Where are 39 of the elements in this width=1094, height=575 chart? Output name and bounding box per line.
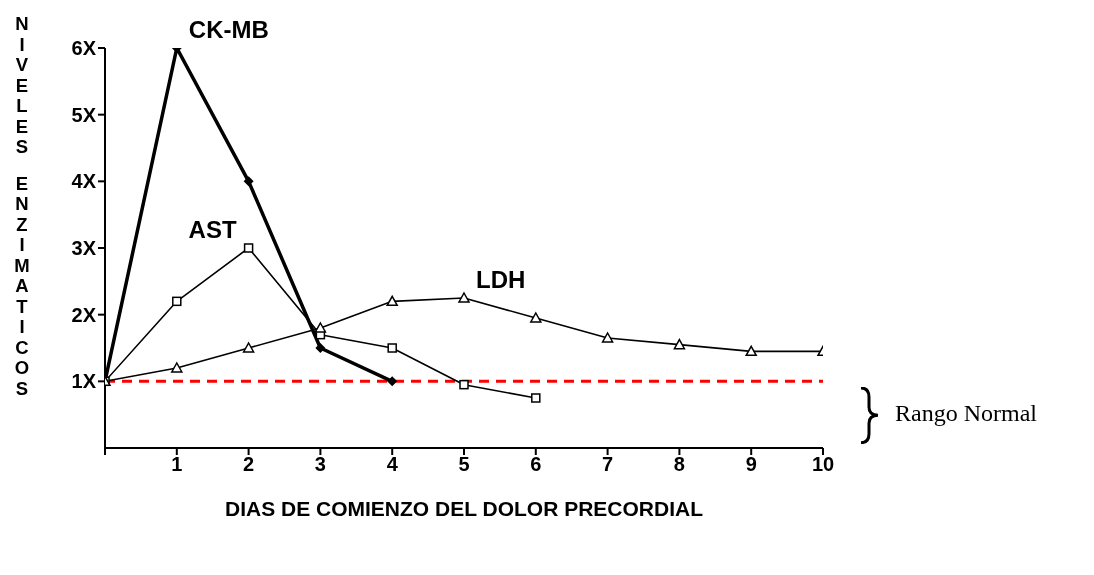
point bbox=[314, 322, 327, 333]
x-tick-label: 3 bbox=[314, 453, 326, 476]
y-tick-label: 4X bbox=[71, 170, 97, 193]
x-tick-label: 4 bbox=[386, 453, 399, 476]
series-label: CK-MB bbox=[188, 16, 269, 43]
x-axis-title: DIAS DE COMIENZO DEL DOLOR PRECORDIAL bbox=[225, 497, 704, 520]
point bbox=[458, 292, 470, 303]
x-tick-label: 9 bbox=[745, 453, 757, 476]
y-tick-label: 3X bbox=[71, 237, 97, 260]
point bbox=[315, 343, 326, 353]
x-tick-label: 2 bbox=[243, 453, 255, 476]
point bbox=[459, 379, 469, 390]
point bbox=[530, 312, 542, 323]
text: Rango Normal bbox=[895, 399, 1037, 427]
x-tick-label: 7 bbox=[602, 453, 614, 476]
x-tick-label: 6 bbox=[530, 453, 542, 476]
point bbox=[531, 393, 541, 403]
point bbox=[601, 332, 614, 343]
point bbox=[745, 345, 757, 357]
x-tick-label: 5 bbox=[458, 453, 470, 476]
point bbox=[673, 338, 686, 350]
x-tick-label: 8 bbox=[673, 453, 685, 476]
point bbox=[386, 295, 398, 307]
point bbox=[171, 362, 183, 373]
text: NIVELES ENZIMATICOS bbox=[14, 13, 30, 399]
x-tick-label: 1 bbox=[171, 453, 183, 476]
series-label: LDH bbox=[476, 266, 526, 293]
y-tick-label: 6X bbox=[71, 37, 97, 60]
point bbox=[243, 176, 254, 187]
y-tick-label: 1X bbox=[71, 370, 97, 393]
point bbox=[387, 343, 397, 353]
point bbox=[387, 376, 398, 387]
y-tick-label: 2X bbox=[71, 303, 97, 326]
point bbox=[243, 243, 254, 253]
series-label: AST bbox=[188, 216, 237, 243]
point bbox=[172, 296, 182, 307]
y-tick-label: 5X bbox=[71, 103, 97, 126]
x-tick-label: 10 bbox=[811, 453, 835, 476]
point bbox=[242, 342, 255, 353]
